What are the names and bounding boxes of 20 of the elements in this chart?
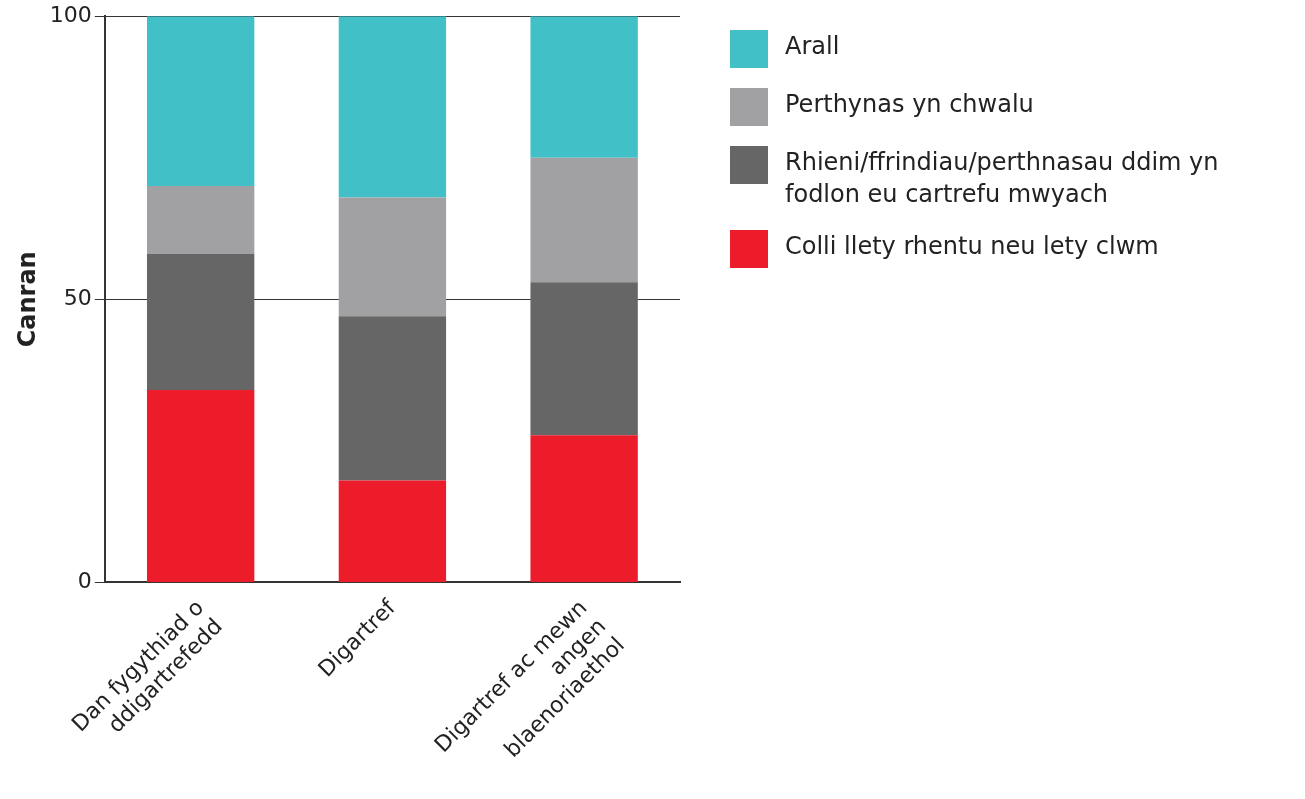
bar bbox=[338, 197, 447, 317]
legend-label: Colli llety rhentu neu lety clwm bbox=[785, 231, 1160, 262]
bar bbox=[146, 186, 255, 255]
bar bbox=[338, 16, 447, 198]
bar bbox=[146, 254, 255, 390]
y-tick-label: 100 bbox=[49, 1, 92, 27]
legend-label: Rhieni/ffrindiau/perthnasau ddim yn fodlon eu cartrefu mwyach bbox=[785, 147, 1220, 210]
y-tick-label: 0 bbox=[77, 568, 92, 594]
bar bbox=[530, 435, 638, 582]
bar bbox=[146, 16, 255, 187]
bar bbox=[338, 316, 447, 481]
bar bbox=[530, 282, 638, 436]
y-axis-title: Canran bbox=[12, 251, 41, 348]
bar bbox=[530, 157, 638, 283]
legend-label: Arall bbox=[785, 31, 841, 62]
bar bbox=[146, 389, 255, 582]
y-tick-label: 50 bbox=[63, 285, 92, 311]
bar bbox=[338, 480, 447, 582]
legend-label: Perthynas yn chwalu bbox=[785, 89, 1035, 120]
bar bbox=[530, 16, 638, 158]
